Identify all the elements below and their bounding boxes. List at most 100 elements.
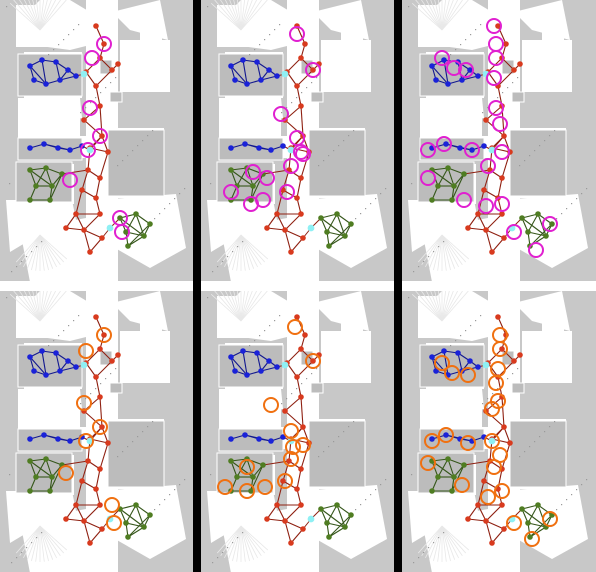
top-left-highlight-circle-3 [62,172,78,188]
top-right-room-a-node-5 [459,77,465,83]
bottom-middle-room-a-node-1 [240,348,246,354]
top-middle-corridor-edge-29 [266,227,286,231]
top-left-room-d-node-2 [147,221,153,227]
bottom-left-ray-top-12 [39,291,62,322]
top-middle-room-c-edge-10 [230,169,254,187]
top-left-ray-bottom-6 [39,234,45,271]
bottom-middle-room-a-node-5 [258,368,264,374]
bottom-right-speckle-19 [571,494,573,496]
top-left-room-a-edge-10 [29,65,47,85]
top-right-ray-top-3 [425,0,443,31]
bottom-middle-speckle-39 [210,474,212,476]
top-middle-junction-node-0 [281,70,289,78]
top-right-free-area-5 [542,30,564,48]
top-right-ray-top-1 [415,0,443,31]
top-left-room-d-node-1 [133,211,139,217]
top-middle-speckle-13 [328,155,330,157]
top-right-speckle-24 [576,198,578,200]
top-right-room-c-node-3 [435,183,441,189]
top-right-speckle-29 [581,193,583,195]
top-left-highlight-circle-6 [96,36,112,52]
top-right-room-b-node-4 [481,143,487,149]
top-left-room-0 [17,53,83,97]
top-middle-speckle-3 [318,165,320,167]
top-right-room-c-node-6 [449,197,455,203]
bottom-left-room-b-node-1 [41,432,47,438]
bottom-middle-speckle-10 [217,557,219,559]
top-left-room-c-edge-11 [49,173,63,201]
top-left-room-5 [99,59,113,75]
bottom-middle-corridor-node-1 [298,346,304,352]
bottom-left-speckle-33 [147,426,149,428]
bottom-middle-room-3 [308,420,366,488]
top-left-speckle-12 [90,102,92,104]
bottom-left-room-a-node-5 [57,368,63,374]
top-middle-junctions [281,70,315,232]
top-left-speckle-5 [11,271,13,273]
top-right-corridor-node-21 [503,41,509,47]
bottom-left-room-b-node-3 [67,438,73,444]
top-middle-ray-top-11 [240,0,258,31]
bottom-left-room-c-edge-9 [45,458,53,478]
bottom-left-room-d-edge-7 [125,504,137,524]
map-graph-top-middle [201,0,394,281]
top-middle-highlight-circle-9 [259,170,275,186]
top-right-ray-top-13 [441,0,469,31]
top-middle-room-d-node-0 [318,215,324,221]
bottom-right-corridor-edge-29 [467,518,487,522]
top-left-speckle-30 [36,246,38,248]
bottom-right-ray-top-12 [441,291,464,322]
top-middle-speckle-24 [375,198,377,200]
map-graph-bottom-right [402,291,596,572]
bottom-right-speckle-29 [581,484,583,486]
bottom-left-room-a-node-6 [43,372,49,378]
top-right-ray-bottom-4 [441,234,456,269]
top-right-highlight-circle-6 [486,70,502,86]
bottom-middle-room-1 [218,428,284,452]
top-left-room-c-edge-2 [29,169,37,187]
bottom-middle-room-a-node-7 [232,368,238,374]
bottom-right-room-c-edge-11 [451,464,465,492]
top-middle-obstacle-speckles [207,6,387,273]
bottom-left-room-c-node-6 [47,488,53,494]
top-right-room-c-node-2 [461,171,467,177]
bottom-middle-highlight-circle-4 [239,459,255,475]
bottom-middle-ray-top-5 [233,291,242,322]
bottom-right-corridor-node-9 [507,440,513,446]
bottom-right-corridor-edge-17 [483,460,491,482]
bottom-middle-speckle-17 [296,388,298,390]
top-right-room-c-edge-1 [447,167,465,175]
top-middle-room-a-node-3 [266,67,272,73]
top-middle-speckle-32 [311,82,313,84]
top-right-ray-bottom-9 [433,234,443,271]
bottom-left-room-c-node-4 [49,474,55,480]
bottom-left-speckle-27 [105,378,107,380]
bottom-right-corridor-edges [467,316,521,544]
bottom-left-highlight-circle-3 [58,465,74,481]
top-right-ray-top-2 [420,0,443,31]
bottom-middle-speckle-22 [301,383,303,385]
bottom-middle-room-b-node-1 [242,432,248,438]
top-middle-ray-top-10 [240,0,253,31]
top-right-ray-bottom-11 [425,234,443,268]
bottom-right-room-a-node-2 [455,350,461,356]
bottom-left-room-c-node-3 [33,474,39,480]
top-right-room-d-node-0 [519,215,525,221]
top-middle-room-d-node-1 [334,211,340,217]
bottom-left-speckle-20 [26,547,28,549]
bottom-left-room-c-edge-2 [29,460,37,478]
top-left-highlight-circle-1 [82,100,98,116]
bottom-left-corridor-edge-0 [95,316,105,336]
bottom-middle-corridor-edge-29 [266,518,286,522]
bottom-middle-corridor-edge-20 [276,480,284,506]
bottom-left-ray-bottom-12 [19,525,41,556]
top-left-ray-bottom-0 [39,234,68,260]
top-middle-highlight-circle-5 [223,184,239,200]
bottom-right-room-a-nodes [429,348,481,378]
top-right-speckle-15 [423,261,425,263]
top-right-highlight-circle-8 [492,116,508,132]
top-middle-free-area-4 [321,40,371,92]
bottom-left-room-a-edge-9 [55,352,61,372]
bottom-middle-speckle-31 [274,320,276,322]
bottom-left-corridor-node-14 [73,502,79,508]
